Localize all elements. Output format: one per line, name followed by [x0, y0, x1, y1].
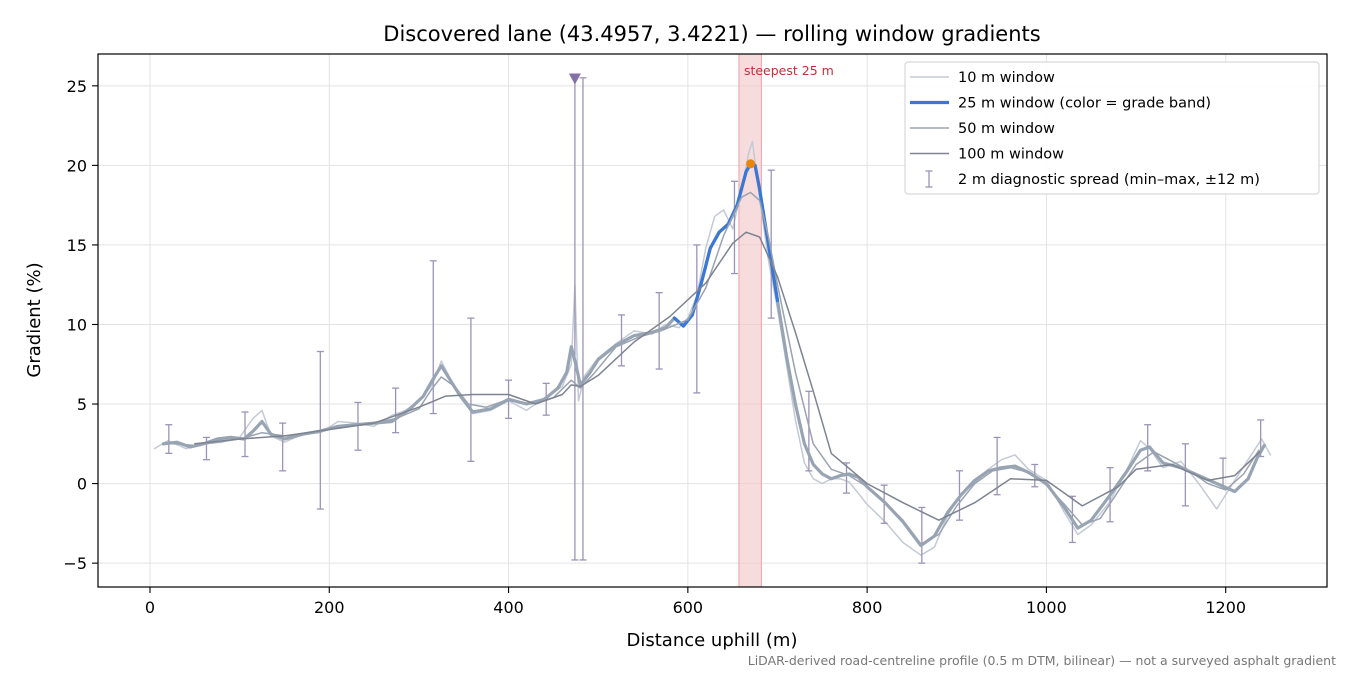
legend-item: 2 m diagnostic spread (min–max, ±12 m): [925, 170, 1260, 188]
series-50m-line: [171, 191, 1260, 545]
legend: 10 m window 25 m window (color = grade ba…: [904, 61, 1320, 195]
x-tick-label: 1200: [1205, 598, 1246, 617]
y-tick-label: 25: [67, 77, 87, 96]
y-tick-label: −5: [63, 554, 87, 573]
series-10m-line: [153, 140, 1272, 556]
errorbar: [618, 314, 626, 367]
plot-area: steepest 25 m 0 200 400 600 800 1000 1200 −5 0 5 10…: [63, 53, 1328, 617]
y-tick-label: 10: [67, 315, 87, 334]
y-tick-label: 0: [77, 475, 87, 494]
legend-box: [904, 61, 1320, 195]
y-tick-label: 5: [77, 395, 87, 414]
steepest-band: [738, 54, 762, 587]
errorbar: [693, 244, 701, 394]
legend-label: 50 m window: [958, 121, 1055, 137]
outlier-marker: [568, 73, 581, 85]
legend-item: 50 m window: [910, 121, 1055, 137]
x-axis-label: Distance uphill (m): [627, 630, 798, 651]
errorbar: [165, 424, 173, 455]
x-tick-label: 200: [314, 598, 345, 617]
x-tick-label: 0: [145, 598, 155, 617]
x-tick-label: 400: [493, 598, 524, 617]
x-tick-label: 800: [852, 598, 883, 617]
peak-point: [746, 159, 756, 169]
legend-item: 100 m window: [910, 147, 1064, 163]
x-tick-label: 600: [673, 598, 704, 617]
errorbar: [279, 422, 287, 472]
y-tick-label: 15: [67, 236, 87, 255]
legend-item: 10 m window: [910, 70, 1055, 86]
errorbar: [918, 506, 926, 564]
errorbar: [993, 436, 1001, 496]
errorbar: [467, 317, 475, 462]
legend-label: 100 m window: [958, 147, 1064, 163]
legend-label: 2 m diagnostic spread (min–max, ±12 m): [958, 172, 1260, 188]
y-tick-label: 20: [67, 156, 87, 175]
data-layer: [153, 54, 1272, 587]
errorbar: [392, 387, 400, 434]
errorbar: [767, 169, 775, 319]
plot-frame: [97, 53, 1328, 588]
steepest-label: steepest 25 m: [744, 63, 834, 78]
y-axis-label: Gradient (%): [24, 262, 45, 377]
errorbar: [241, 411, 249, 458]
x-tick-label: 1000: [1026, 598, 1067, 617]
legend-label: 10 m window: [958, 70, 1055, 86]
errorbar: [1181, 443, 1189, 507]
legend-label: 25 m window (color = grade band): [958, 96, 1211, 112]
errorbar: [730, 180, 738, 275]
errorbar: [579, 77, 587, 561]
legend-item: 25 m window (color = grade band): [910, 96, 1211, 112]
series-100m-line: [194, 231, 1261, 521]
errorbar: [843, 462, 851, 494]
errorbar: [354, 401, 362, 451]
footnote: LiDAR-derived road-centreline profile (0…: [748, 653, 1336, 668]
chart-title: Discovered lane (43.4957, 3.4221) — roll…: [383, 22, 1040, 46]
errorbar: [880, 484, 888, 525]
